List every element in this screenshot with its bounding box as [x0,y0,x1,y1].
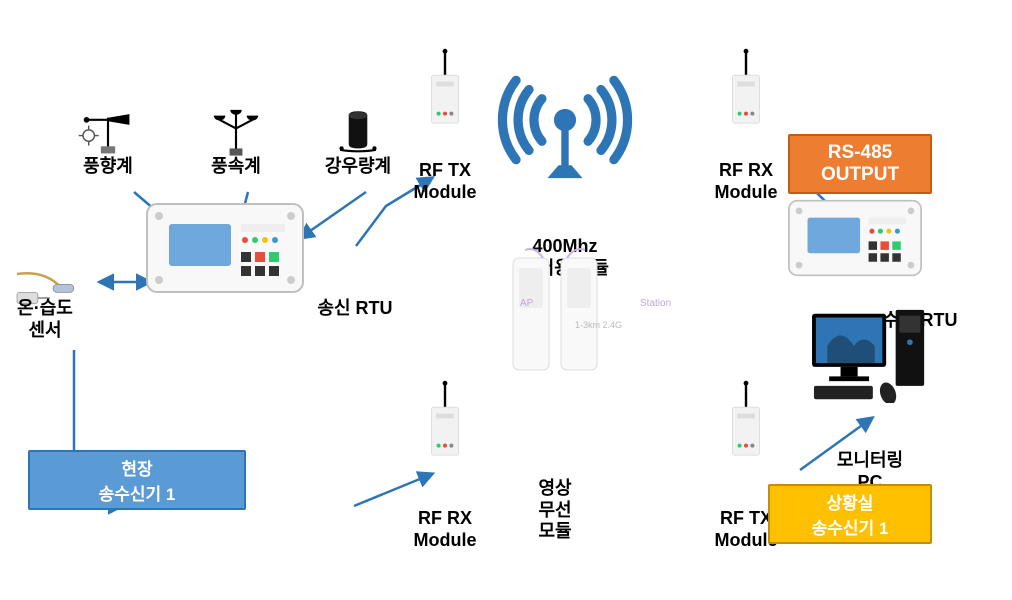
pc-icon [805,308,935,403]
rf-tx-1-icon [420,48,470,128]
rf-rx-2-icon [721,48,771,128]
tx-rtu-icon [145,202,305,294]
video-ap-label: AP [520,298,533,309]
wind-vane-icon [63,107,153,157]
video-range-label: 1-3km 2.4G [575,320,622,330]
rx-rtu-icon [785,199,925,277]
tx-rtu-label: 송신 RTU [275,298,435,320]
wireless-icon [490,60,640,180]
video-station-label: Station [640,298,671,309]
video-module-label: 영상 무선 모듈 [475,478,635,543]
rain-gauge-icon [313,107,403,157]
rf-tx-2-icon [721,380,771,460]
anemometer-icon [191,107,281,157]
rf-rx-1-icon [420,380,470,460]
video-module-icon [495,240,615,380]
status-box: 상황실 송수신기 1 [768,484,932,544]
field-box: 현장 송수신기 1 [28,450,246,510]
temp-sensor-label: 온·습도 센서 [0,298,125,341]
rs485-box: RS-485 OUTPUT [788,134,932,194]
